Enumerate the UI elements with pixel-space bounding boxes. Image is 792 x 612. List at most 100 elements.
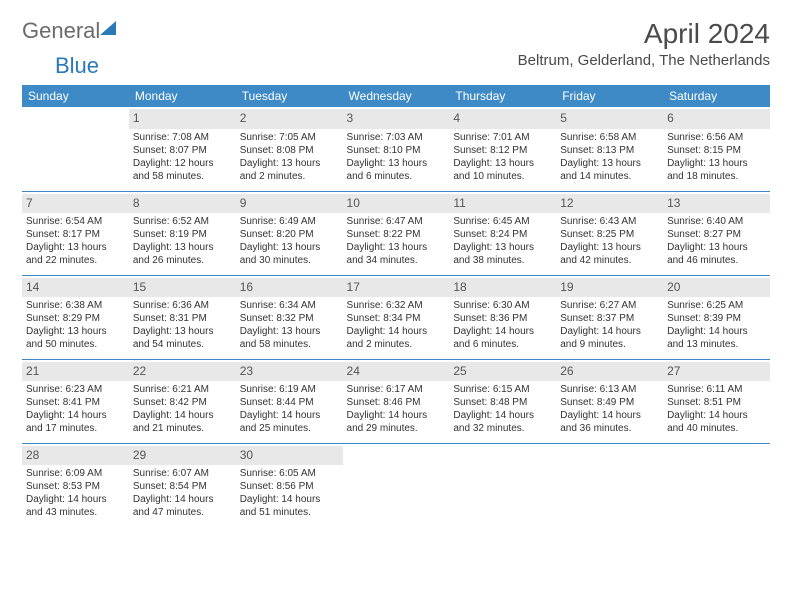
daylight2-text: and 32 minutes.: [453, 422, 552, 435]
daylight1-text: Daylight: 13 hours: [240, 241, 339, 254]
sunrise-text: Sunrise: 6:56 AM: [667, 131, 766, 144]
day-number: 10: [343, 194, 450, 214]
calendar-week-row: 28Sunrise: 6:09 AMSunset: 8:53 PMDayligh…: [22, 443, 770, 527]
daylight1-text: Daylight: 14 hours: [133, 493, 232, 506]
sunset-text: Sunset: 8:44 PM: [240, 396, 339, 409]
calendar-page: General April 2024 Beltrum, Gelderland, …: [0, 0, 792, 545]
calendar-day-cell: 24Sunrise: 6:17 AMSunset: 8:46 PMDayligh…: [343, 359, 450, 443]
day-number: 30: [236, 446, 343, 466]
calendar-day-cell: [449, 443, 556, 527]
daylight2-text: and 58 minutes.: [240, 338, 339, 351]
sunrise-text: Sunrise: 6:52 AM: [133, 215, 232, 228]
sunset-text: Sunset: 8:53 PM: [26, 480, 125, 493]
daylight2-text: and 34 minutes.: [347, 254, 446, 267]
calendar-day-cell: 2Sunrise: 7:05 AMSunset: 8:08 PMDaylight…: [236, 107, 343, 191]
sunrise-text: Sunrise: 6:54 AM: [26, 215, 125, 228]
sunset-text: Sunset: 8:19 PM: [133, 228, 232, 241]
brand-part1: General: [22, 18, 100, 44]
day-number: 24: [343, 362, 450, 382]
daylight2-text: and 50 minutes.: [26, 338, 125, 351]
daylight1-text: Daylight: 13 hours: [133, 241, 232, 254]
day-number: 23: [236, 362, 343, 382]
sunset-text: Sunset: 8:17 PM: [26, 228, 125, 241]
daylight2-text: and 17 minutes.: [26, 422, 125, 435]
calendar-table: Sunday Monday Tuesday Wednesday Thursday…: [22, 85, 770, 527]
day-number: 9: [236, 194, 343, 214]
calendar-day-cell: 28Sunrise: 6:09 AMSunset: 8:53 PMDayligh…: [22, 443, 129, 527]
sunset-text: Sunset: 8:13 PM: [560, 144, 659, 157]
calendar-day-cell: 8Sunrise: 6:52 AMSunset: 8:19 PMDaylight…: [129, 191, 236, 275]
daylight2-text: and 38 minutes.: [453, 254, 552, 267]
daylight2-text: and 43 minutes.: [26, 506, 125, 519]
weekday-header: Friday: [556, 85, 663, 107]
calendar-header: Sunday Monday Tuesday Wednesday Thursday…: [22, 85, 770, 107]
day-number: 29: [129, 446, 236, 466]
title-block: April 2024 Beltrum, Gelderland, The Neth…: [518, 18, 770, 69]
sunrise-text: Sunrise: 6:30 AM: [453, 299, 552, 312]
daylight1-text: Daylight: 14 hours: [26, 493, 125, 506]
sunrise-text: Sunrise: 6:23 AM: [26, 383, 125, 396]
day-number: 25: [449, 362, 556, 382]
daylight2-text: and 51 minutes.: [240, 506, 339, 519]
daylight1-text: Daylight: 13 hours: [26, 241, 125, 254]
day-number: 4: [449, 109, 556, 129]
sunset-text: Sunset: 8:07 PM: [133, 144, 232, 157]
sunset-text: Sunset: 8:51 PM: [667, 396, 766, 409]
day-number: 27: [663, 362, 770, 382]
daylight1-text: Daylight: 14 hours: [133, 409, 232, 422]
sunrise-text: Sunrise: 6:15 AM: [453, 383, 552, 396]
day-number: 17: [343, 278, 450, 298]
day-number: 26: [556, 362, 663, 382]
day-number: 14: [22, 278, 129, 298]
calendar-day-cell: 10Sunrise: 6:47 AMSunset: 8:22 PMDayligh…: [343, 191, 450, 275]
day-number: 18: [449, 278, 556, 298]
sunset-text: Sunset: 8:39 PM: [667, 312, 766, 325]
day-number: 3: [343, 109, 450, 129]
brand-triangle-icon: [100, 21, 116, 35]
daylight1-text: Daylight: 13 hours: [453, 157, 552, 170]
sunset-text: Sunset: 8:15 PM: [667, 144, 766, 157]
calendar-day-cell: [556, 443, 663, 527]
calendar-body: 1Sunrise: 7:08 AMSunset: 8:07 PMDaylight…: [22, 107, 770, 527]
daylight1-text: Daylight: 12 hours: [133, 157, 232, 170]
sunset-text: Sunset: 8:27 PM: [667, 228, 766, 241]
sunrise-text: Sunrise: 7:08 AM: [133, 131, 232, 144]
sunrise-text: Sunrise: 6:43 AM: [560, 215, 659, 228]
sunset-text: Sunset: 8:29 PM: [26, 312, 125, 325]
daylight1-text: Daylight: 14 hours: [667, 409, 766, 422]
sunrise-text: Sunrise: 6:17 AM: [347, 383, 446, 396]
day-number: 22: [129, 362, 236, 382]
daylight1-text: Daylight: 14 hours: [240, 409, 339, 422]
calendar-day-cell: 11Sunrise: 6:45 AMSunset: 8:24 PMDayligh…: [449, 191, 556, 275]
calendar-week-row: 14Sunrise: 6:38 AMSunset: 8:29 PMDayligh…: [22, 275, 770, 359]
sunset-text: Sunset: 8:32 PM: [240, 312, 339, 325]
daylight2-text: and 46 minutes.: [667, 254, 766, 267]
daylight1-text: Daylight: 13 hours: [560, 157, 659, 170]
daylight1-text: Daylight: 13 hours: [347, 157, 446, 170]
daylight1-text: Daylight: 13 hours: [26, 325, 125, 338]
day-number: 7: [22, 194, 129, 214]
sunset-text: Sunset: 8:41 PM: [26, 396, 125, 409]
daylight1-text: Daylight: 13 hours: [347, 241, 446, 254]
daylight2-text: and 25 minutes.: [240, 422, 339, 435]
sunset-text: Sunset: 8:22 PM: [347, 228, 446, 241]
day-number: 28: [22, 446, 129, 466]
day-number: 21: [22, 362, 129, 382]
calendar-day-cell: 16Sunrise: 6:34 AMSunset: 8:32 PMDayligh…: [236, 275, 343, 359]
brand-logo: General: [22, 18, 118, 44]
calendar-week-row: 7Sunrise: 6:54 AMSunset: 8:17 PMDaylight…: [22, 191, 770, 275]
day-number: 2: [236, 109, 343, 129]
calendar-day-cell: 21Sunrise: 6:23 AMSunset: 8:41 PMDayligh…: [22, 359, 129, 443]
day-number: 5: [556, 109, 663, 129]
sunrise-text: Sunrise: 6:25 AM: [667, 299, 766, 312]
daylight2-text: and 6 minutes.: [453, 338, 552, 351]
sunset-text: Sunset: 8:31 PM: [133, 312, 232, 325]
calendar-day-cell: 6Sunrise: 6:56 AMSunset: 8:15 PMDaylight…: [663, 107, 770, 191]
sunset-text: Sunset: 8:10 PM: [347, 144, 446, 157]
daylight1-text: Daylight: 13 hours: [560, 241, 659, 254]
daylight2-text: and 2 minutes.: [347, 338, 446, 351]
daylight2-text: and 2 minutes.: [240, 170, 339, 183]
daylight2-text: and 6 minutes.: [347, 170, 446, 183]
calendar-day-cell: 15Sunrise: 6:36 AMSunset: 8:31 PMDayligh…: [129, 275, 236, 359]
sunset-text: Sunset: 8:46 PM: [347, 396, 446, 409]
